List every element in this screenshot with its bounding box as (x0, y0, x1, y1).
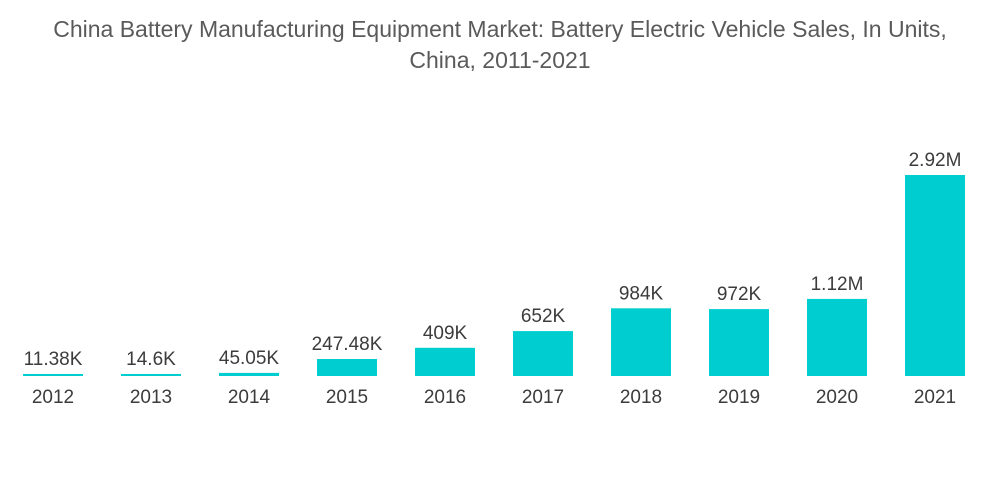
x-tick-label-2021: 2021 (914, 387, 956, 408)
chart-title: China Battery Manufacturing Equipment Ma… (53, 16, 947, 73)
data-label-2017: 652K (521, 306, 566, 327)
x-tick-label-2017: 2017 (522, 387, 564, 408)
bar-2012 (23, 374, 83, 376)
x-tick-label-2012: 2012 (32, 387, 74, 408)
data-label-2014: 45.05K (219, 348, 280, 369)
bar-2021 (905, 175, 965, 376)
bar-2013 (121, 374, 181, 376)
x-tick-label-2015: 2015 (326, 387, 368, 408)
data-label-2016: 409K (423, 323, 468, 344)
data-label-2012: 11.38K (24, 349, 83, 370)
bar-2018 (611, 308, 671, 376)
bar-2017 (513, 331, 573, 376)
x-tick-label-2020: 2020 (816, 387, 858, 408)
x-tick-label-2019: 2019 (718, 387, 760, 408)
data-label-2013: 14.6K (126, 349, 176, 370)
data-label-2019: 972K (717, 284, 762, 305)
x-tick-label-2018: 2018 (620, 387, 662, 408)
data-label-2020: 1.12M (811, 274, 864, 295)
bar-2016 (415, 347, 475, 376)
data-label-2015: 247.48K (312, 334, 383, 355)
bar-2020 (807, 298, 867, 376)
x-tick-label-2016: 2016 (424, 387, 466, 408)
bar-2019 (709, 309, 769, 376)
bar-2014 (219, 372, 279, 376)
bar-2015 (317, 359, 377, 376)
data-label-2021: 2.92M (909, 150, 962, 171)
x-tick-label-2013: 2013 (130, 387, 172, 408)
data-label-2018: 984K (619, 283, 664, 304)
x-tick-label-2014: 2014 (228, 387, 271, 408)
